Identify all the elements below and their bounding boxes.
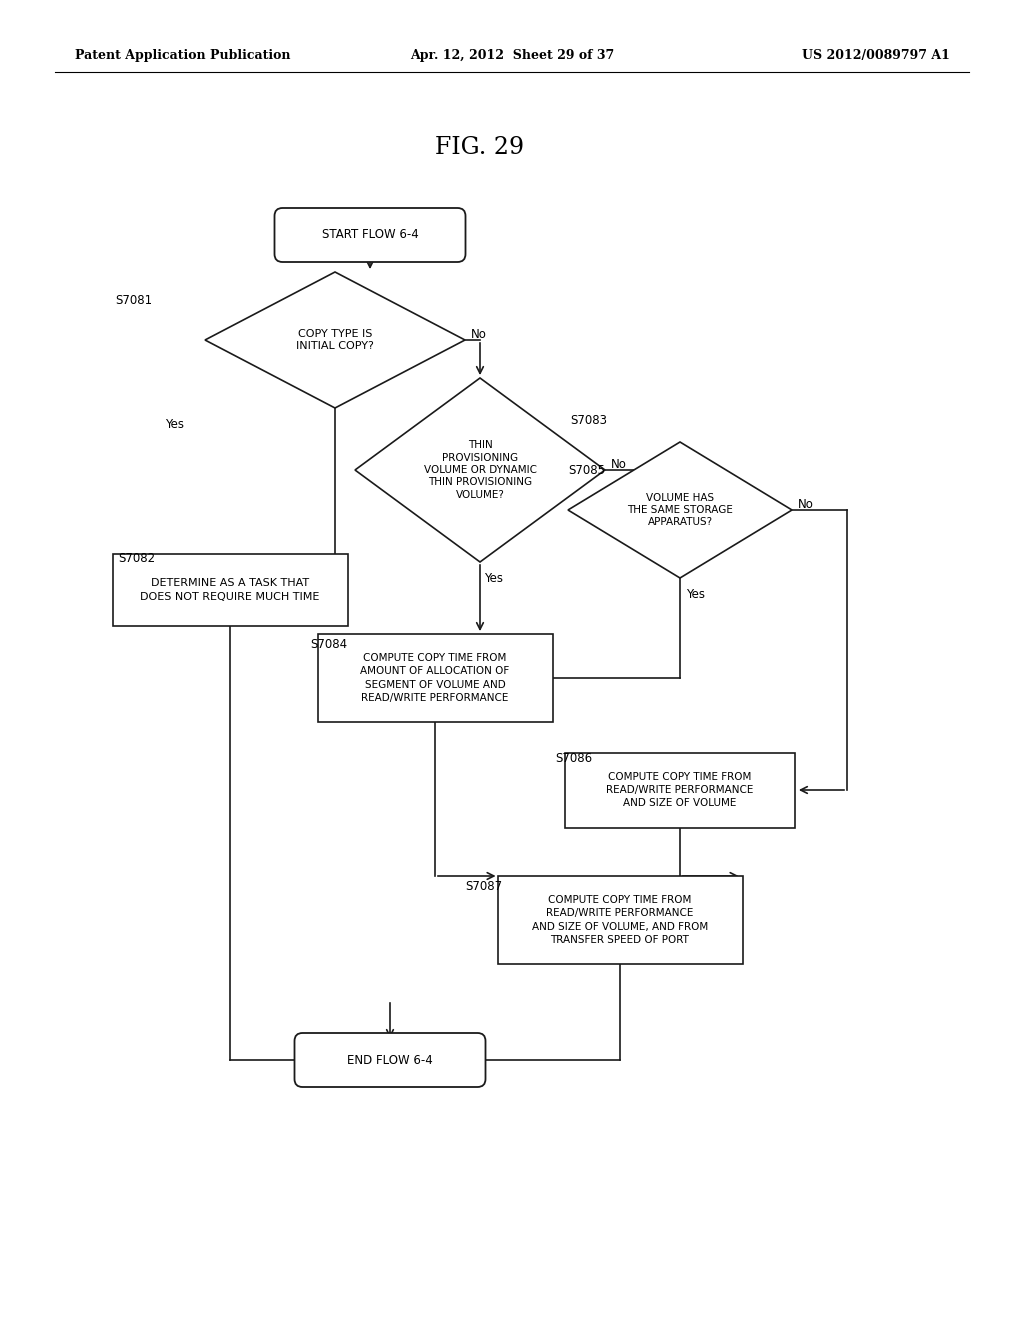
Text: END FLOW 6-4: END FLOW 6-4: [347, 1053, 433, 1067]
Polygon shape: [568, 442, 792, 578]
FancyBboxPatch shape: [274, 209, 466, 261]
Text: US 2012/0089797 A1: US 2012/0089797 A1: [802, 49, 950, 62]
Text: Apr. 12, 2012  Sheet 29 of 37: Apr. 12, 2012 Sheet 29 of 37: [410, 49, 614, 62]
Text: DETERMINE AS A TASK THAT
DOES NOT REQUIRE MUCH TIME: DETERMINE AS A TASK THAT DOES NOT REQUIR…: [140, 578, 319, 602]
Bar: [565, 752, 795, 828]
Text: S7085: S7085: [568, 463, 605, 477]
Text: S7084: S7084: [310, 639, 347, 652]
Text: S7082: S7082: [118, 552, 155, 565]
Polygon shape: [355, 378, 605, 562]
Text: Yes: Yes: [686, 587, 705, 601]
Text: No: No: [611, 458, 627, 470]
Bar: [498, 876, 742, 964]
Text: VOLUME HAS
THE SAME STORAGE
APPARATUS?: VOLUME HAS THE SAME STORAGE APPARATUS?: [627, 492, 733, 528]
Text: COMPUTE COPY TIME FROM
AMOUNT OF ALLOCATION OF
SEGMENT OF VOLUME AND
READ/WRITE : COMPUTE COPY TIME FROM AMOUNT OF ALLOCAT…: [360, 653, 510, 702]
Bar: [113, 554, 347, 626]
Text: COMPUTE COPY TIME FROM
READ/WRITE PERFORMANCE
AND SIZE OF VOLUME: COMPUTE COPY TIME FROM READ/WRITE PERFOR…: [606, 772, 754, 808]
FancyBboxPatch shape: [295, 1034, 485, 1086]
Text: No: No: [798, 498, 814, 511]
Text: COPY TYPE IS
INITIAL COPY?: COPY TYPE IS INITIAL COPY?: [296, 329, 374, 351]
Text: FIG. 29: FIG. 29: [435, 136, 524, 160]
Text: S7083: S7083: [570, 413, 607, 426]
Text: S7086: S7086: [555, 751, 592, 764]
Text: Yes: Yes: [484, 572, 503, 585]
Text: Yes: Yes: [165, 417, 184, 430]
Text: THIN
PROVISIONING
VOLUME OR DYNAMIC
THIN PROVISIONING
VOLUME?: THIN PROVISIONING VOLUME OR DYNAMIC THIN…: [424, 440, 537, 500]
Text: COMPUTE COPY TIME FROM
READ/WRITE PERFORMANCE
AND SIZE OF VOLUME, AND FROM
TRANS: COMPUTE COPY TIME FROM READ/WRITE PERFOR…: [531, 895, 709, 945]
Polygon shape: [205, 272, 465, 408]
Text: S7087: S7087: [465, 879, 502, 892]
Text: START FLOW 6-4: START FLOW 6-4: [322, 228, 419, 242]
Text: S7081: S7081: [115, 293, 153, 306]
Text: No: No: [471, 327, 486, 341]
Bar: [317, 634, 553, 722]
Text: Patent Application Publication: Patent Application Publication: [75, 49, 291, 62]
